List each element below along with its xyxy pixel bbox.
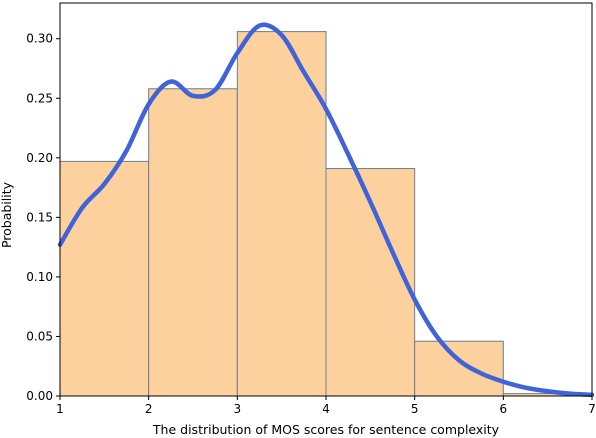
kde-curve (57, 22, 595, 398)
y-tick-label: 0.25 (26, 91, 53, 105)
histogram-bar-5 (414, 340, 504, 397)
y-tick-label: 0.00 (26, 389, 53, 403)
histogram-bar-2 (148, 88, 238, 397)
histogram-bar-3 (236, 31, 327, 397)
y-tick-label: 0.30 (26, 32, 53, 46)
x-tick-label: 3 (234, 402, 242, 416)
x-tick-label: 6 (500, 402, 508, 416)
x-tick-label: 2 (145, 402, 153, 416)
x-tick-label: 7 (588, 402, 596, 416)
histogram-bar-1 (59, 160, 150, 397)
x-tick-label: 5 (411, 402, 419, 416)
y-tick-label: 0.20 (26, 151, 53, 165)
y-tick-label: 0.10 (26, 270, 53, 284)
histogram-bars (59, 31, 593, 397)
y-tick-label: 0.15 (26, 210, 53, 224)
y-axis: 0.00 0.05 0.10 0.15 0.20 0.25 0.30 (26, 32, 60, 403)
x-axis-label: The distribution of MOS scores for sente… (152, 422, 500, 437)
x-tick-label: 1 (56, 402, 64, 416)
x-axis: 1 2 3 4 5 6 7 (56, 396, 596, 416)
y-axis-label: Probability (0, 181, 14, 248)
x-tick-label: 4 (322, 402, 330, 416)
y-tick-label: 0.05 (26, 329, 53, 343)
